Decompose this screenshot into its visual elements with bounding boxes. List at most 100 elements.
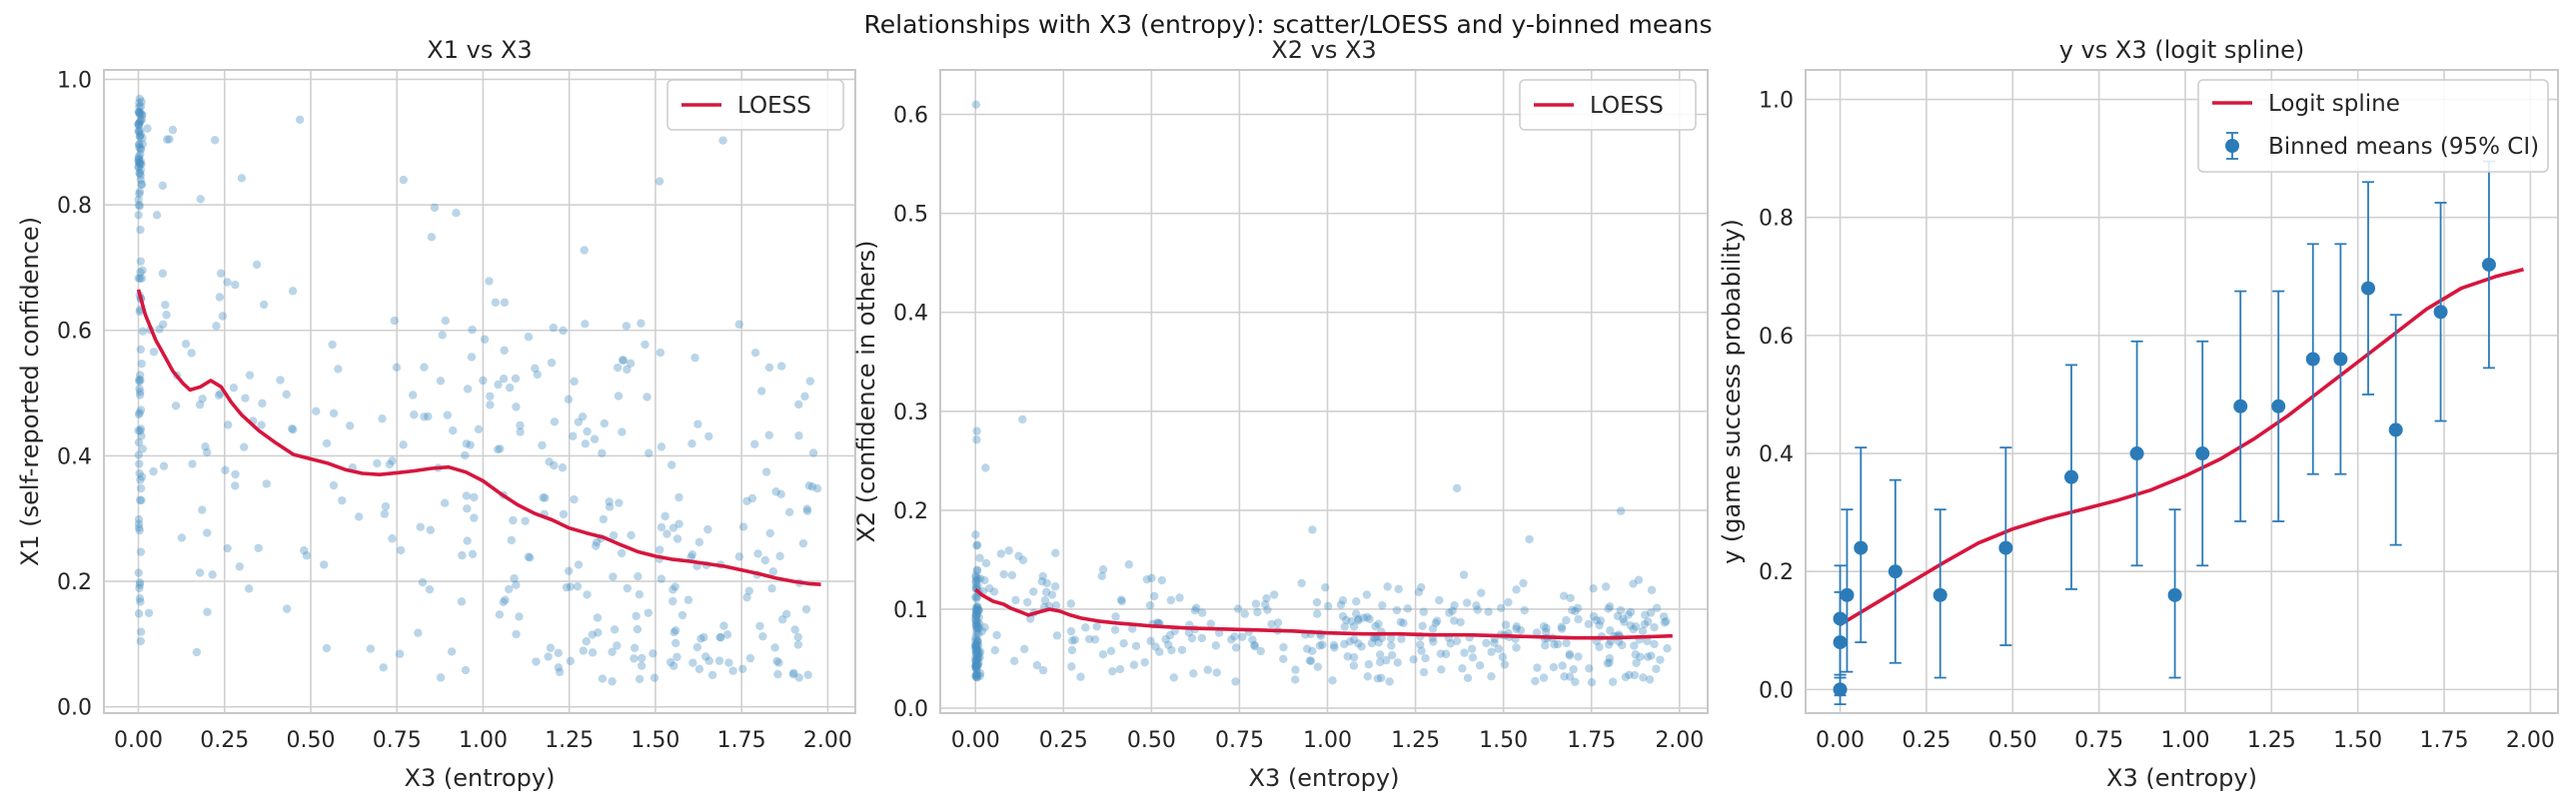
- scatter-point: [229, 384, 239, 393]
- scatter-point: [134, 154, 144, 164]
- scatter-point: [134, 437, 144, 447]
- scatter-point: [1364, 660, 1374, 669]
- scatter-point: [980, 622, 989, 632]
- scatter-point: [171, 402, 181, 410]
- scatter-point: [598, 448, 607, 457]
- scatter-point: [134, 119, 143, 129]
- scatter-point: [1652, 603, 1662, 612]
- scatter-point: [626, 359, 636, 368]
- scatter-point: [1305, 656, 1315, 665]
- scatter-point: [1279, 654, 1288, 664]
- scatter-point: [134, 155, 143, 165]
- scatter-point: [1349, 652, 1359, 662]
- scatter-point: [745, 653, 755, 663]
- scatter-point: [1147, 573, 1156, 583]
- scatter-point: [971, 662, 980, 672]
- scatter-point: [776, 489, 785, 498]
- scatter-point: [201, 441, 210, 451]
- scatter-point: [972, 671, 982, 680]
- plot-area: [940, 70, 1708, 713]
- scatter-point: [134, 201, 144, 210]
- scatter-point: [1638, 626, 1648, 636]
- scatter-point: [1291, 675, 1300, 684]
- scatter-point: [414, 628, 423, 637]
- scatter-point: [1363, 672, 1372, 681]
- scatter-point: [195, 401, 205, 409]
- scatter-point: [724, 658, 733, 667]
- scatter-point: [137, 472, 147, 481]
- scatter-point: [136, 160, 145, 169]
- scatter-point: [971, 604, 980, 613]
- scatter-point: [1409, 655, 1418, 664]
- scatter-point: [223, 278, 232, 287]
- scatter-point: [1553, 639, 1563, 649]
- scatter-point: [633, 624, 643, 634]
- scatter-point: [136, 636, 146, 646]
- scatter-point: [1616, 506, 1626, 515]
- scatter-point: [378, 413, 387, 423]
- scatter-point: [516, 427, 525, 436]
- scatter-point: [973, 605, 983, 615]
- scatter-point: [135, 583, 144, 593]
- scatter-point: [772, 656, 781, 666]
- scatter-point: [1273, 618, 1283, 627]
- scatter-point: [135, 108, 144, 117]
- scatter-point: [134, 409, 144, 419]
- scatter-point: [137, 495, 146, 505]
- scatter-point: [510, 573, 519, 583]
- scatter-point: [1596, 616, 1606, 625]
- scatter-point: [223, 420, 233, 429]
- scatter-point: [971, 663, 981, 673]
- scatter-point: [135, 121, 144, 130]
- scatter-point: [973, 660, 983, 669]
- scatter-point: [1626, 621, 1636, 630]
- scatter-point: [973, 653, 983, 662]
- scatter-point: [973, 646, 983, 655]
- scatter-point: [1018, 555, 1028, 564]
- scatter-point: [1445, 608, 1454, 617]
- scatter-point: [765, 528, 774, 538]
- y-tick-label: 0.4: [57, 444, 92, 469]
- scatter-point: [972, 653, 982, 662]
- scatter-point: [395, 649, 405, 658]
- scatter-point: [1587, 678, 1597, 687]
- scatter-point: [1262, 593, 1271, 603]
- scatter-point: [655, 545, 664, 554]
- scatter-point: [1565, 672, 1575, 681]
- scatter-point: [1630, 641, 1639, 650]
- scatter-point: [1340, 639, 1349, 649]
- scatter-point: [328, 340, 337, 350]
- scatter-point: [1616, 605, 1626, 615]
- scatter-point: [614, 392, 624, 401]
- binned-mean-point: [2361, 281, 2376, 296]
- scatter-point: [1512, 585, 1521, 594]
- scatter-point: [670, 582, 679, 591]
- scatter-point: [1197, 608, 1207, 617]
- binned-mean-point: [2481, 257, 2496, 272]
- scatter-point: [1462, 598, 1472, 607]
- scatter-point: [1484, 607, 1493, 616]
- scatter-point: [135, 384, 144, 394]
- scatter-point: [971, 642, 981, 652]
- x-tick-label: 0.75: [2074, 728, 2123, 753]
- scatter-point: [457, 597, 467, 606]
- scatter-point: [158, 269, 168, 278]
- scatter-point: [975, 619, 984, 628]
- scatter-point: [1110, 625, 1120, 634]
- scatter-point: [753, 549, 762, 558]
- scatter-point: [974, 648, 984, 658]
- scatter-point: [1631, 650, 1640, 659]
- scatter-point: [159, 461, 169, 470]
- scatter-point: [390, 316, 400, 326]
- scatter-point: [187, 349, 196, 358]
- scatter-point: [610, 625, 620, 634]
- scatter-point: [566, 656, 576, 666]
- scatter-point: [972, 610, 981, 620]
- scatter-point: [972, 566, 981, 575]
- scatter-point: [972, 610, 981, 620]
- scatter-point: [973, 636, 982, 645]
- scatter-point: [491, 298, 501, 307]
- scatter-point: [794, 400, 803, 409]
- x-tick-label: 0.25: [1902, 728, 1950, 753]
- scatter-point: [972, 637, 982, 647]
